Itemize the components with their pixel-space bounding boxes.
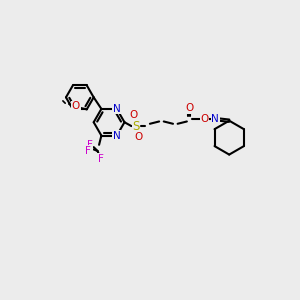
Text: F: F bbox=[85, 146, 91, 156]
Text: O: O bbox=[130, 110, 138, 120]
Text: S: S bbox=[132, 120, 140, 133]
Text: O: O bbox=[72, 101, 80, 111]
Text: N: N bbox=[113, 130, 121, 141]
Text: N: N bbox=[113, 104, 121, 114]
Text: F: F bbox=[87, 140, 93, 150]
Text: O: O bbox=[200, 114, 209, 124]
Text: N: N bbox=[212, 114, 219, 124]
Text: O: O bbox=[134, 132, 142, 142]
Text: O: O bbox=[185, 103, 193, 113]
Text: F: F bbox=[98, 154, 103, 164]
